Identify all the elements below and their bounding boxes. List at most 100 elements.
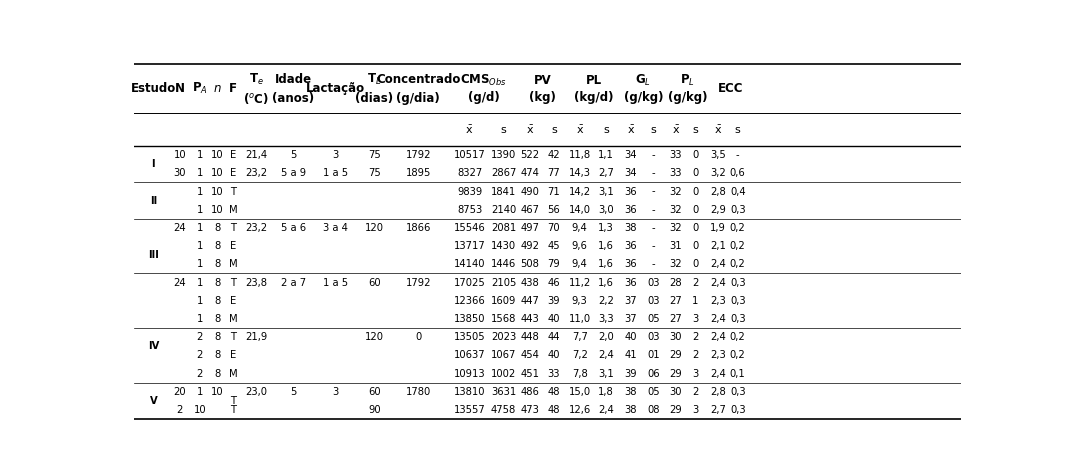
Text: 473: 473 — [520, 405, 539, 415]
Text: 120: 120 — [365, 223, 383, 233]
Text: 14,0: 14,0 — [568, 205, 591, 215]
Text: 1: 1 — [197, 205, 203, 215]
Text: 1792: 1792 — [406, 278, 431, 288]
Text: 1: 1 — [197, 223, 203, 233]
Text: 448: 448 — [520, 332, 539, 342]
Text: 0: 0 — [692, 168, 698, 178]
Text: 0,2: 0,2 — [729, 241, 745, 251]
Text: T: T — [230, 186, 236, 196]
Text: 1067: 1067 — [491, 350, 516, 360]
Text: 1,6: 1,6 — [598, 259, 614, 269]
Text: 23,2: 23,2 — [245, 223, 267, 233]
Text: 23,0: 23,0 — [245, 387, 267, 397]
Text: 46: 46 — [548, 278, 561, 288]
Text: 15,0: 15,0 — [568, 387, 591, 397]
Text: 2: 2 — [197, 368, 203, 378]
Text: P$_A$: P$_A$ — [192, 81, 207, 96]
Text: $\bar{\rm x}$: $\bar{\rm x}$ — [672, 123, 679, 136]
Text: 0: 0 — [415, 332, 422, 342]
Text: 2023: 2023 — [491, 332, 516, 342]
Text: 33: 33 — [670, 150, 681, 160]
Text: 454: 454 — [520, 350, 539, 360]
Text: s: s — [603, 124, 609, 135]
Text: 8: 8 — [214, 368, 220, 378]
Text: 1: 1 — [197, 314, 203, 324]
Text: 3: 3 — [332, 387, 339, 397]
Text: P$_L$: P$_L$ — [680, 73, 695, 88]
Text: s: s — [501, 124, 506, 135]
Text: 0: 0 — [692, 186, 698, 196]
Text: Concentrado: Concentrado — [376, 73, 460, 86]
Text: 33: 33 — [548, 368, 561, 378]
Text: II: II — [150, 196, 157, 206]
Text: 71: 71 — [548, 186, 561, 196]
Text: 15546: 15546 — [454, 223, 486, 233]
Text: V: V — [150, 396, 157, 406]
Text: 0,2: 0,2 — [729, 332, 745, 342]
Text: 36: 36 — [625, 241, 638, 251]
Text: -: - — [651, 241, 655, 251]
Text: 29: 29 — [670, 350, 682, 360]
Text: 0,3: 0,3 — [729, 314, 745, 324]
Text: 3,1: 3,1 — [598, 186, 614, 196]
Text: 1,6: 1,6 — [598, 241, 614, 251]
Text: III: III — [148, 250, 159, 260]
Text: 1: 1 — [692, 296, 698, 306]
Text: E: E — [230, 150, 236, 160]
Text: 2,0: 2,0 — [598, 332, 614, 342]
Text: 8: 8 — [214, 278, 220, 288]
Text: 10: 10 — [193, 405, 206, 415]
Text: 24: 24 — [173, 223, 186, 233]
Text: 0,3: 0,3 — [729, 387, 745, 397]
Text: 451: 451 — [520, 368, 539, 378]
Text: 0: 0 — [692, 259, 698, 269]
Text: 12,6: 12,6 — [568, 405, 591, 415]
Text: 32: 32 — [670, 259, 682, 269]
Text: 2867: 2867 — [491, 168, 516, 178]
Text: 0,4: 0,4 — [729, 186, 745, 196]
Text: 60: 60 — [368, 278, 380, 288]
Text: 9839: 9839 — [457, 186, 482, 196]
Text: 11,0: 11,0 — [568, 314, 591, 324]
Text: T: T — [230, 332, 236, 342]
Text: 37: 37 — [625, 314, 638, 324]
Text: 70: 70 — [548, 223, 561, 233]
Text: 4758: 4758 — [491, 405, 516, 415]
Text: 1 a 5: 1 a 5 — [323, 278, 348, 288]
Text: 2,7: 2,7 — [598, 168, 614, 178]
Text: 508: 508 — [520, 259, 539, 269]
Text: 0: 0 — [692, 150, 698, 160]
Text: 443: 443 — [520, 314, 539, 324]
Text: 1: 1 — [197, 150, 203, 160]
Text: 38: 38 — [625, 223, 638, 233]
Text: 1: 1 — [197, 168, 203, 178]
Text: 32: 32 — [670, 186, 682, 196]
Text: 1,8: 1,8 — [598, 387, 614, 397]
Text: 8: 8 — [214, 296, 220, 306]
Text: 23,8: 23,8 — [245, 278, 267, 288]
Text: 0,3: 0,3 — [729, 296, 745, 306]
Text: 1780: 1780 — [406, 387, 430, 397]
Text: 8753: 8753 — [457, 205, 482, 215]
Text: 0,3: 0,3 — [729, 205, 745, 215]
Text: 2,9: 2,9 — [710, 205, 726, 215]
Text: 03: 03 — [647, 296, 660, 306]
Text: 32: 32 — [670, 223, 682, 233]
Text: 14140: 14140 — [454, 259, 485, 269]
Text: 1390: 1390 — [491, 150, 516, 160]
Text: 36: 36 — [625, 259, 638, 269]
Text: 3631: 3631 — [491, 387, 516, 397]
Text: 27: 27 — [670, 314, 682, 324]
Text: 23,2: 23,2 — [245, 168, 267, 178]
Text: 3: 3 — [692, 368, 698, 378]
Text: 2081: 2081 — [491, 223, 516, 233]
Text: 30: 30 — [174, 168, 186, 178]
Text: 36: 36 — [625, 186, 638, 196]
Text: $\bar{\rm x}$: $\bar{\rm x}$ — [525, 123, 534, 136]
Text: 9,6: 9,6 — [571, 241, 587, 251]
Text: 24: 24 — [173, 278, 186, 288]
Text: I: I — [152, 159, 155, 169]
Text: 1002: 1002 — [491, 368, 516, 378]
Text: 1895: 1895 — [406, 168, 430, 178]
Text: 37: 37 — [625, 296, 638, 306]
